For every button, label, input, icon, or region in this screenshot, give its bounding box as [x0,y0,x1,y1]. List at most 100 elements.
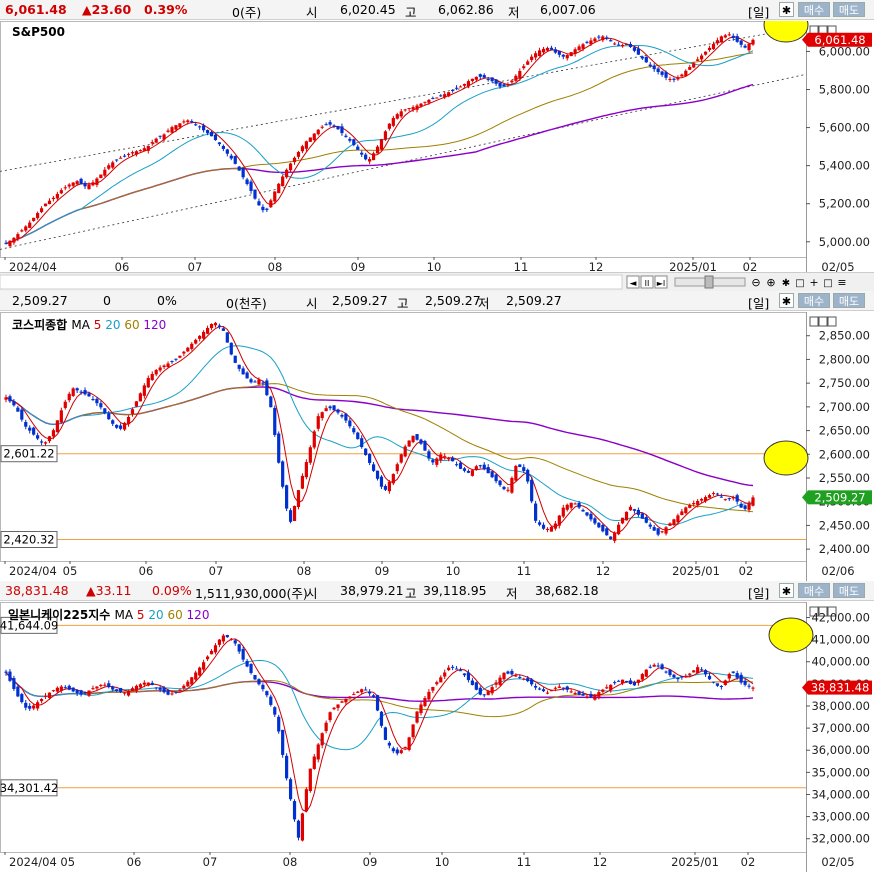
candle-body [142,148,146,151]
y-tick-label: 34,000.00 [811,787,870,801]
candle-body [403,446,407,457]
toolbar-icon[interactable]: ◄ [630,279,637,289]
candle-body [241,648,245,660]
candle-body [352,139,356,146]
candle-body [549,526,554,532]
candle-body [715,493,720,495]
candle-body [237,364,241,369]
candle-body [324,722,328,732]
candle-body [470,470,474,476]
candle-body [126,416,131,425]
sell-button[interactable]: 매도 [833,293,865,308]
lir-toggle-icon [809,606,837,617]
candle-body [458,462,463,469]
toolbar-icon[interactable]: □ [823,278,832,289]
sell-button[interactable]: 매도 [833,2,865,17]
ma-legend-item: 5 [89,318,102,332]
candle-body [577,691,581,695]
level-label-box [0,531,58,549]
candle-body [700,55,704,60]
candle-body [375,695,380,711]
toolbar-icon[interactable]: ⊖ [751,276,760,289]
candle-body [371,153,376,161]
candle-body [174,358,178,360]
candle-body [107,413,111,420]
candle-body [692,502,696,505]
candle-body [146,682,150,686]
candle-body [605,528,609,536]
toolbar-icon[interactable]: ✱ [782,278,790,289]
candle-body [668,78,672,80]
toolbar-icon[interactable]: ⊕ [766,276,775,289]
settings-gear-icon[interactable]: ✱ [779,583,794,598]
candle-body [711,44,716,50]
candle-body [352,694,356,696]
candle-body [537,522,542,525]
ma-20-line [5,345,754,526]
candle-body [462,83,467,86]
candle-body [557,515,561,526]
candle-body [103,169,107,176]
candle-body [427,451,431,459]
candle-body [83,692,87,694]
settings-gear-icon[interactable]: ✱ [779,2,794,17]
high-label: 고 [405,5,417,20]
candle-body [194,124,198,126]
toolbar-icon[interactable]: ≡ [837,276,846,289]
high-value: 39,118.95 [423,583,487,598]
candle-body [154,687,158,689]
candle-body [696,59,700,61]
candle-body [490,77,494,82]
ma-legend: MA 5 20 60 120 [71,318,166,332]
candle-body [111,420,115,424]
candle-body [285,485,289,509]
candle-body [178,123,182,128]
candle-body [51,430,56,437]
lir-box [809,316,819,327]
price-axis-area [807,21,874,272]
candle-body [257,379,261,385]
candle-body [296,151,301,157]
candle-body [257,679,261,685]
toolbar-icon[interactable]: ►I [657,279,666,288]
x-tick-label: 11 [517,855,532,869]
candle-body [16,234,20,239]
sell-button[interactable]: 매도 [833,583,865,598]
period-selector[interactable]: [일] [748,5,770,20]
candle-body [688,504,692,508]
candle-body [411,107,415,110]
candle-body [640,674,644,680]
ma-60-line [5,672,754,718]
candle-body [399,454,403,463]
x-tick-label: 12 [593,855,608,869]
buy-button[interactable]: 매수 [798,2,830,17]
candle-body [624,43,629,45]
toolbar-icon[interactable]: II [645,279,650,288]
buy-button[interactable]: 매수 [798,583,830,598]
candle-body [549,47,554,50]
candle-body [553,687,557,689]
candle-body [644,56,648,63]
candle-body [640,513,644,519]
candle-body [83,390,87,395]
candle-body [300,813,305,841]
candle-body [336,704,340,708]
candle-body [458,86,463,88]
candle-body [719,685,723,687]
candle-body [213,322,218,326]
toolbar-icon[interactable]: □ [795,278,804,289]
candle-body [427,691,431,700]
plot-area [0,312,807,562]
candle-body [383,485,388,490]
period-selector[interactable]: [일] [748,296,770,311]
settings-gear-icon[interactable]: ✱ [779,293,794,308]
trend-channel-line [0,26,807,172]
toolbar-icon[interactable]: + [809,276,818,289]
y-tick-label: 32,000.00 [811,832,870,846]
candle-body [158,367,162,371]
buy-button[interactable]: 매수 [798,293,830,308]
candle-body [138,684,142,688]
period-selector[interactable]: [일] [748,586,770,601]
zoom-slider-handle[interactable] [704,275,714,289]
candle-body [205,327,210,334]
